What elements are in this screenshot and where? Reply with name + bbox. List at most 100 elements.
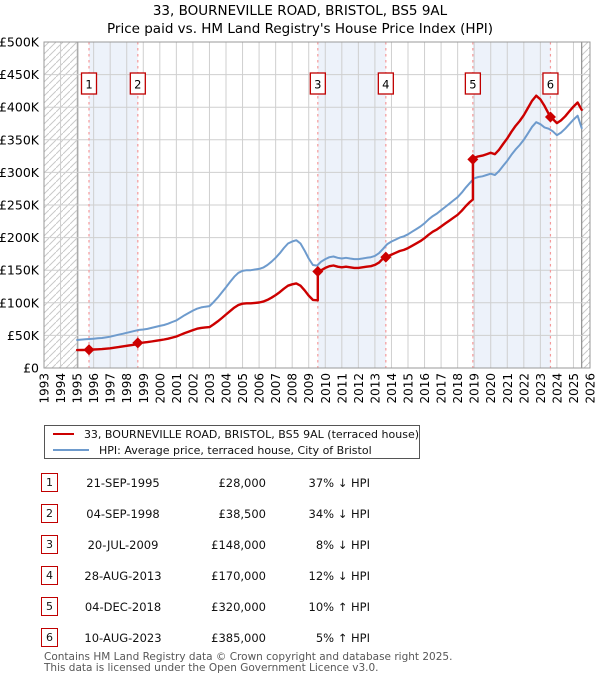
sale-marker-diamond [83, 344, 95, 356]
x-axis-year-label: 2019 [468, 373, 482, 404]
x-axis-year-label: 2008 [286, 373, 300, 404]
sale-number-box [129, 72, 146, 95]
sale-number-box [309, 72, 326, 95]
x-axis-year-label: 2005 [236, 373, 250, 404]
sale-marker-diamond [380, 251, 392, 263]
y-axis-label: £200K [0, 230, 40, 245]
x-axis-year-label: 2000 [153, 373, 167, 404]
sale-date: 04-SEP-1998 [86, 507, 160, 521]
sale-price: £28,000 [218, 476, 266, 490]
y-axis-label: £450K [0, 67, 40, 82]
plot-area: 1 2 3 4 5 6 £0 £50K £100K £150K £200K £250K £300K £35… [0, 35, 598, 404]
sale-price: £38,500 [218, 507, 266, 521]
x-axis-year-label: 2006 [253, 373, 267, 404]
sale-table-row: 1 21-SEP-1995 £28,000 37% ↓ HPI [0, 468, 600, 498]
x-axis-year-label: 2026 [584, 373, 598, 404]
x-axis-year-label: 1995 [71, 373, 85, 404]
legend-label: HPI: Average price, terraced house, City… [99, 443, 372, 457]
sale-marker-diamond [467, 153, 479, 165]
sale-table-row: 6 10-AUG-2023 £385,000 5% ↑ HPI [0, 623, 600, 653]
sale-date: 20-JUL-2009 [87, 538, 159, 552]
sale-number-label: 4 [382, 78, 389, 92]
sale-date: 28-AUG-2013 [84, 569, 162, 583]
sale-table-row: 2 04-SEP-1998 £38,500 34% ↓ HPI [0, 499, 600, 529]
x-axis-year-label: 2018 [451, 373, 465, 404]
sale-marker-diamond [312, 266, 324, 278]
page-title: 33, BOURNEVILLE ROAD, BRISTOL, BS5 9AL [153, 3, 448, 19]
x-axis-year-label: 2025 [567, 373, 581, 404]
x-axis-year-label: 2011 [335, 373, 349, 404]
sale-date: 21-SEP-1995 [86, 476, 160, 490]
hpi-line-swatch [53, 449, 89, 451]
sale-number-badge: 2 [41, 504, 58, 523]
legend-item-property: 33, BOURNEVILLE ROAD, BRISTOL, BS5 9AL (… [45, 426, 419, 442]
y-axis-label: £250K [0, 198, 40, 213]
sale-marker-diamond [132, 337, 144, 349]
y-axis-label: £100K [0, 295, 40, 310]
x-axis-year-label: 1996 [87, 373, 101, 404]
x-axis-year-label: 2004 [220, 373, 234, 404]
x-axis-year-label: 2023 [534, 373, 548, 404]
x-axis-year-label: 2016 [418, 373, 432, 404]
sale-hpi-delta: 12% ↓ HPI [308, 569, 370, 583]
sale-number-box [377, 72, 394, 95]
price-chart: 33, BOURNEVILLE ROAD, BRISTOL, BS5 9AL P… [0, 3, 598, 404]
sale-table-row: 3 20-JUL-2009 £148,000 8% ↓ HPI [0, 530, 600, 560]
sale-number-box [542, 72, 559, 95]
x-axis-year-label: 2012 [352, 373, 366, 404]
x-axis-year-label: 2022 [517, 373, 531, 404]
sale-price: £320,000 [211, 600, 266, 614]
x-axis-year-label: 2001 [170, 373, 184, 404]
footer-licence: This data is licensed under the Open Gov… [44, 662, 379, 674]
sale-number-label: 1 [85, 78, 92, 92]
sale-number-box [464, 72, 482, 95]
sale-price: £385,000 [211, 631, 266, 645]
property-line-swatch [53, 433, 74, 435]
sale-hpi-delta: 5% ↑ HPI [315, 631, 370, 645]
x-axis-year-label: 2003 [203, 373, 217, 404]
sale-hpi-delta: 34% ↓ HPI [308, 507, 370, 521]
sale-number-label: 5 [469, 78, 476, 92]
x-axis-year-label: 2002 [186, 373, 200, 404]
legend-item-hpi: HPI: Average price, terraced house, City… [45, 442, 419, 458]
y-axis-label: £300K [0, 165, 40, 180]
x-axis-year-label: 1997 [104, 373, 118, 404]
x-axis-year-label: 2009 [302, 373, 316, 404]
sale-number-badge: 5 [41, 597, 58, 616]
x-axis-year-label: 2015 [402, 373, 416, 404]
hpi-line [76, 114, 583, 341]
sale-date: 10-AUG-2023 [84, 631, 162, 645]
x-axis-year-label: 2013 [368, 373, 382, 404]
chart-legend: 33, BOURNEVILLE ROAD, BRISTOL, BS5 9AL (… [44, 425, 420, 459]
x-axis-year-label: 1999 [137, 373, 151, 404]
sale-number-badge: 3 [41, 535, 58, 554]
x-axis-year-label: 2020 [484, 373, 498, 404]
sale-hpi-delta: 37% ↓ HPI [308, 476, 370, 490]
plot-border [43, 41, 591, 369]
y-axis-label: £150K [0, 263, 40, 278]
x-axis-year-label: 2010 [319, 373, 333, 404]
x-axis-year-label: 2017 [435, 373, 449, 404]
sale-number-badge: 1 [41, 473, 58, 492]
sale-price: £148,000 [211, 538, 266, 552]
sale-hpi-delta: 8% ↓ HPI [315, 538, 370, 552]
sale-table-row: 5 04-DEC-2018 £320,000 10% ↑ HPI [0, 592, 600, 622]
sale-number-label: 2 [134, 78, 141, 92]
sale-number-box [80, 72, 98, 95]
sale-price: £170,000 [211, 569, 266, 583]
x-axis-year-label: 1994 [54, 373, 68, 404]
legend-label: 33, BOURNEVILLE ROAD, BRISTOL, BS5 9AL (… [83, 427, 419, 441]
sale-number-label: 6 [547, 78, 554, 92]
sale-number-badge: 6 [41, 628, 58, 647]
sale-date: 04-DEC-2018 [84, 600, 162, 614]
sale-marker-diamond [544, 111, 556, 123]
sale-table-row: 4 28-AUG-2013 £170,000 12% ↓ HPI [0, 561, 600, 591]
footer-copyright: Contains HM Land Registry data © Crown c… [44, 651, 453, 663]
sale-number-label: 3 [314, 78, 321, 92]
x-axis-year-label: 1993 [38, 373, 52, 404]
y-axis-label: £350K [0, 132, 40, 147]
y-axis-label: £0 [23, 361, 39, 376]
y-axis-label: £500K [0, 35, 40, 50]
x-axis-year-label: 2007 [269, 373, 283, 404]
